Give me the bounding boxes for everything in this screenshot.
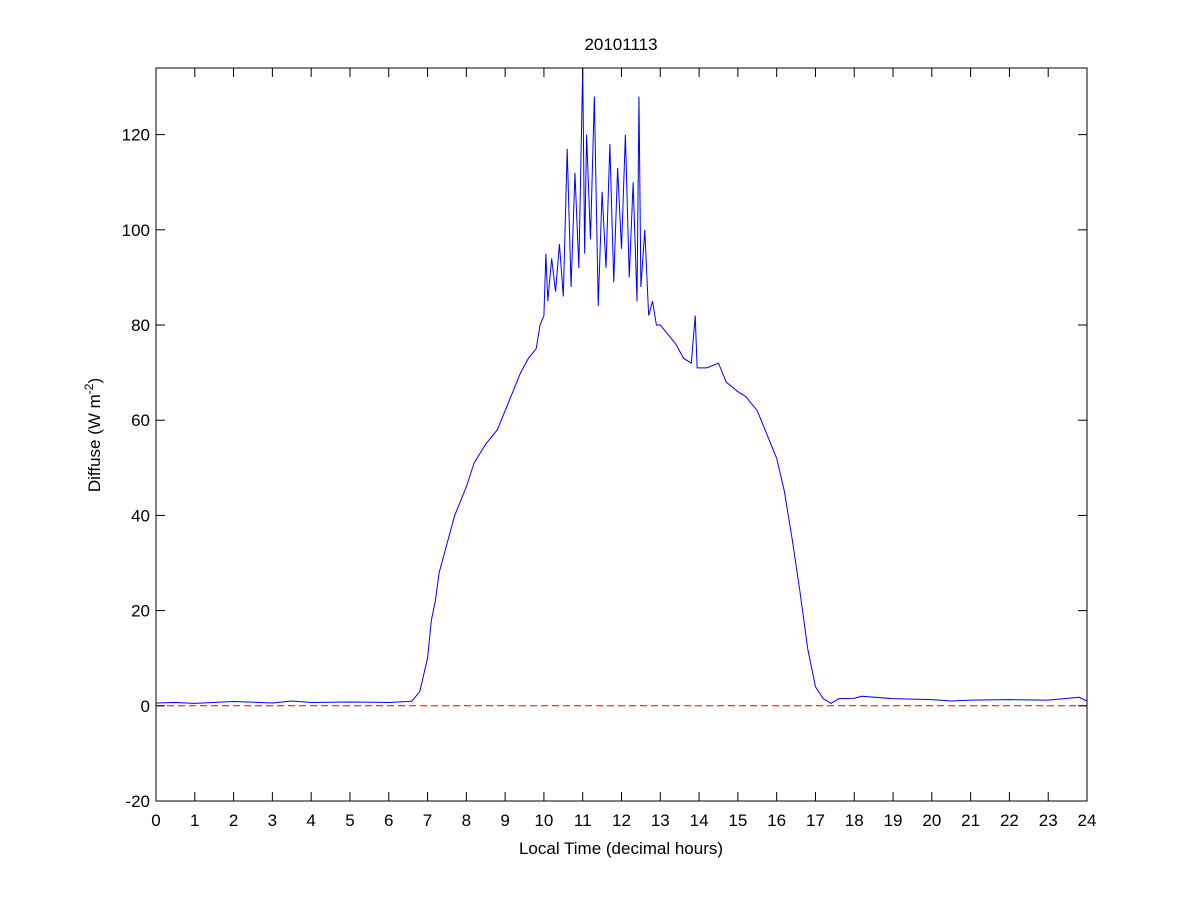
y-tick-label: 20 xyxy=(131,602,150,621)
x-tick-label: 5 xyxy=(345,811,354,830)
x-tick-label: 7 xyxy=(423,811,432,830)
axes-box xyxy=(155,67,1088,802)
x-tick-label: 22 xyxy=(1000,811,1019,830)
y-label-sup: -2 xyxy=(82,383,96,394)
x-tick-label: 23 xyxy=(1039,811,1058,830)
x-axis-label: Local Time (decimal hours) xyxy=(519,839,723,858)
y-tick-label: 60 xyxy=(131,411,150,430)
x-tick-label: 12 xyxy=(612,811,631,830)
y-tick-label: 100 xyxy=(122,221,150,240)
x-tick-label: 21 xyxy=(961,811,980,830)
y-tick-label: 40 xyxy=(131,506,150,525)
chart-title: 20101113 xyxy=(584,35,657,54)
x-tick-label: 1 xyxy=(190,811,199,830)
x-tick-label: 19 xyxy=(884,811,903,830)
data-line xyxy=(155,67,1088,705)
x-tick-label: 10 xyxy=(534,811,553,830)
x-tick-label: 11 xyxy=(574,811,592,830)
y-label-after: ) xyxy=(85,378,104,384)
x-tick-label: 3 xyxy=(268,811,277,830)
y-label-text: Diffuse (W m xyxy=(85,394,104,492)
x-tick-label: 8 xyxy=(462,811,471,830)
x-tick-label: 4 xyxy=(306,811,315,830)
x-tick-label: 13 xyxy=(651,811,670,830)
x-tick-label: 18 xyxy=(845,811,864,830)
y-tick-label: 80 xyxy=(131,316,150,335)
x-tick-label: 24 xyxy=(1078,811,1097,830)
plot-area xyxy=(156,68,1087,801)
y-tick-label: 120 xyxy=(122,126,150,145)
y-tick-label: 0 xyxy=(141,697,150,716)
x-tick-label: 0 xyxy=(151,811,160,830)
x-tick-label: 6 xyxy=(384,811,393,830)
x-tick-label: 17 xyxy=(806,811,825,830)
x-tick-label: 16 xyxy=(767,811,786,830)
x-tick-label: 9 xyxy=(500,811,509,830)
y-tick-label: -20 xyxy=(125,792,150,811)
x-tick-label: 20 xyxy=(922,811,941,830)
x-tick-label: 14 xyxy=(690,811,709,830)
x-tick-label: 2 xyxy=(229,811,238,830)
x-tick-label: 15 xyxy=(728,811,747,830)
y-axis-label: Diffuse (W m-2) xyxy=(82,378,104,492)
